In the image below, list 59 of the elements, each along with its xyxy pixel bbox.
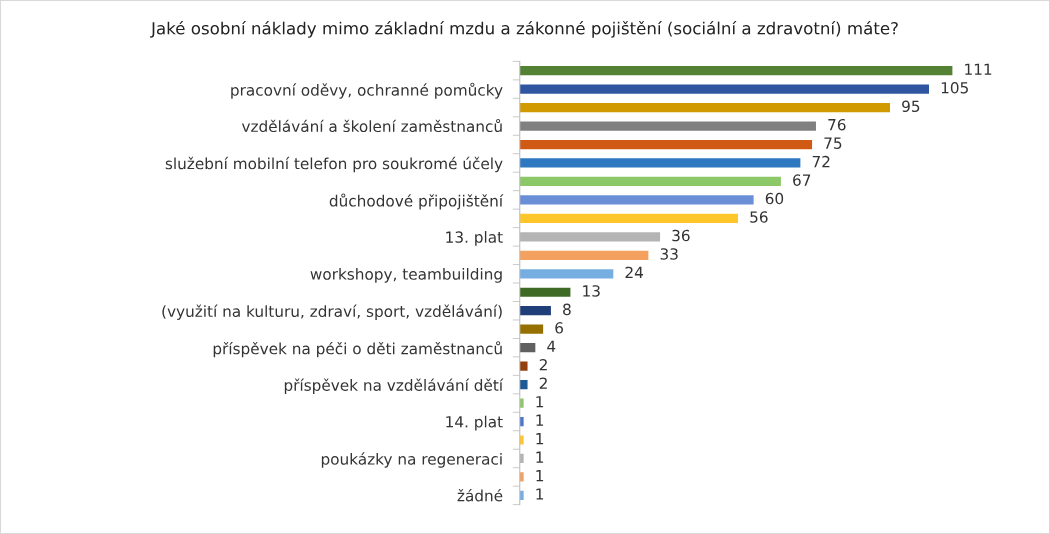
bar bbox=[519, 269, 614, 279]
data-label: 1 bbox=[536, 451, 544, 463]
y-tick-label: workshopy, teambuilding bbox=[310, 267, 502, 283]
y-tick-label: důchodové připojištění bbox=[329, 193, 504, 210]
y-tick-label: 14. plat bbox=[446, 415, 503, 431]
data-label: 67 bbox=[793, 174, 811, 186]
y-tick-label: 13. plat bbox=[446, 231, 503, 246]
data-label: 1 bbox=[536, 414, 544, 426]
y-tick-label: poukázky na regeneraci bbox=[321, 452, 502, 468]
data-label: 76 bbox=[828, 118, 846, 131]
data-label: 2 bbox=[539, 377, 547, 389]
data-label: 1 bbox=[536, 488, 544, 500]
chart-title: Jaké osobní náklady mimo základní mzdu a zákonné pojištění (sociální a zdravotní) máte? bbox=[150, 20, 898, 38]
data-label: 72 bbox=[812, 155, 830, 168]
y-tick-label: žádné bbox=[457, 488, 503, 502]
y-tick-label: vzdělávání a školení zaměstnanců bbox=[241, 118, 502, 133]
data-label: 95 bbox=[902, 100, 920, 113]
data-label: 8 bbox=[563, 303, 571, 316]
bar bbox=[519, 121, 816, 131]
data-label: 36 bbox=[672, 229, 690, 242]
data-label: 24 bbox=[625, 266, 643, 278]
data-label: 60 bbox=[765, 192, 784, 205]
bar bbox=[519, 195, 754, 205]
bar bbox=[519, 398, 524, 408]
data-label: 56 bbox=[750, 211, 768, 223]
bar bbox=[519, 324, 544, 334]
bar bbox=[519, 66, 953, 76]
bar bbox=[519, 306, 551, 316]
y-tick-label: příspěvek na péči o děti zaměstnanců bbox=[213, 341, 502, 358]
bar bbox=[519, 490, 524, 501]
y-tick-label: příspěvek na vzdělávání dětí bbox=[284, 378, 504, 394]
bar bbox=[519, 176, 781, 187]
data-label: 1 bbox=[536, 396, 544, 408]
bar bbox=[519, 416, 524, 427]
y-tick-label: služební mobilní telefon pro soukromé účely bbox=[165, 156, 503, 173]
bar bbox=[519, 84, 929, 94]
bar bbox=[519, 343, 536, 353]
data-label: 13 bbox=[583, 285, 600, 297]
data-label: 6 bbox=[555, 322, 564, 334]
bar bbox=[519, 102, 891, 113]
bar bbox=[519, 139, 813, 150]
bar bbox=[519, 379, 528, 390]
y-tick-label: pracovní oděvy, ochranné pomůcky bbox=[231, 82, 503, 99]
bar bbox=[519, 287, 571, 297]
bar bbox=[519, 213, 739, 223]
bar bbox=[519, 361, 528, 371]
data-label: 4 bbox=[547, 340, 556, 352]
data-label: 1 bbox=[536, 433, 544, 445]
bar bbox=[519, 435, 524, 445]
bar bbox=[519, 472, 524, 482]
data-label: 1 bbox=[536, 470, 544, 482]
data-label: 105 bbox=[941, 81, 968, 94]
data-label: 33 bbox=[660, 248, 678, 260]
y-tick-label: (využití na kulturu, zdraví, sport, vzdělávání) bbox=[162, 304, 502, 321]
bar bbox=[519, 158, 801, 168]
data-label: 75 bbox=[824, 137, 842, 149]
data-label: 2 bbox=[539, 359, 547, 371]
bar bbox=[519, 250, 649, 260]
data-label: 111 bbox=[965, 63, 992, 75]
